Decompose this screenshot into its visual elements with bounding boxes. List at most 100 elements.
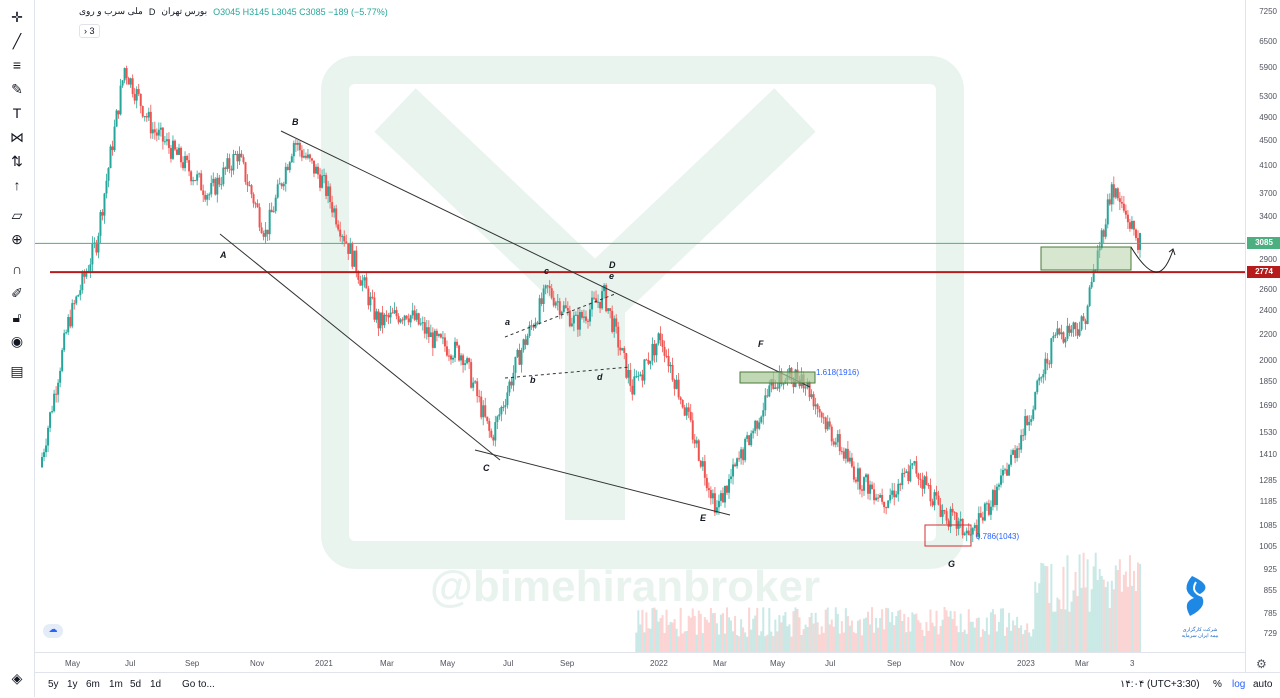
range-1y[interactable]: 1y	[67, 679, 78, 690]
candle-body	[319, 174, 322, 188]
candle-body	[377, 311, 380, 329]
cloud-icon[interactable]: ☁	[43, 624, 63, 638]
layers-icon[interactable]: ◈	[11, 669, 23, 686]
candle-body	[443, 337, 446, 347]
candle-body	[597, 301, 600, 303]
candle-body	[885, 507, 888, 509]
candle-body	[742, 449, 745, 461]
trash-icon[interactable]: ▤	[10, 362, 24, 379]
measure-icon[interactable]: ⇅	[11, 152, 23, 169]
volume-bar	[798, 617, 801, 652]
volume-bar	[679, 607, 682, 652]
volume-bar	[969, 621, 972, 652]
magnet-icon[interactable]: ∩	[11, 261, 23, 277]
candle-body	[119, 85, 122, 115]
range-1d[interactable]: 1d	[150, 679, 162, 690]
candle-body	[282, 183, 285, 187]
candle-body	[536, 322, 539, 324]
range-5y[interactable]: 5y	[48, 679, 59, 690]
range-1m[interactable]: 1m	[109, 679, 123, 690]
volume-bar	[673, 619, 676, 652]
volume-bar	[667, 624, 670, 652]
candle-body	[824, 417, 827, 430]
candle-body	[423, 322, 426, 334]
candle-body	[393, 310, 396, 314]
ruler-icon[interactable]: ▱	[11, 206, 23, 223]
trendline-icon[interactable]: ╱	[12, 32, 22, 49]
eye-icon[interactable]: ◉	[10, 332, 24, 349]
percent-toggle[interactable]: %	[1213, 679, 1222, 690]
price-tick-label: 855	[1263, 585, 1277, 595]
collapse-button[interactable]: › 3	[79, 24, 100, 38]
candle-body	[601, 291, 604, 309]
crosshair-icon[interactable]: ✛	[11, 8, 23, 25]
candle-body	[637, 375, 640, 377]
chart-pane[interactable]: ملی سرب و روی D بورس تهران O3045 H3145 L…	[35, 0, 1245, 672]
fib-icon[interactable]: ≡	[12, 57, 22, 73]
candle-body	[1126, 214, 1129, 223]
brush-icon[interactable]: ✎	[11, 80, 23, 97]
candle-body	[893, 490, 896, 498]
price-axis[interactable]: 7250 6500 5900 5300 4900 4500 4100 3700 3400 2900…	[1245, 0, 1280, 672]
candle-body	[1042, 374, 1045, 378]
candle-body	[175, 149, 178, 155]
candle-body	[669, 364, 672, 367]
volume-bar	[1006, 627, 1009, 652]
candle-body	[633, 376, 636, 395]
candle-body	[593, 297, 596, 299]
candle-body	[693, 439, 696, 444]
lock-draw-icon[interactable]: ✐	[11, 284, 23, 301]
candle-body	[345, 241, 348, 244]
arrow-icon[interactable]: ↑	[13, 177, 21, 193]
volume-bar	[1036, 592, 1039, 652]
candle-body	[214, 178, 217, 195]
candle-body	[353, 250, 356, 267]
candle-body	[949, 508, 952, 527]
candle-body	[613, 318, 616, 332]
candle-body	[617, 326, 620, 348]
text-icon[interactable]: T	[12, 105, 22, 121]
pattern-icon[interactable]: ⋈	[10, 128, 24, 145]
time-tick-label: Sep	[887, 659, 902, 668]
range-5d[interactable]: 5d	[130, 679, 142, 690]
volume-bar	[1072, 590, 1075, 652]
volume-bar	[1086, 559, 1089, 652]
candle-body	[260, 227, 263, 233]
candle-body	[1012, 450, 1015, 455]
volume-bar	[1092, 566, 1095, 652]
candle-body	[925, 476, 928, 485]
auto-toggle[interactable]: auto	[1253, 679, 1273, 690]
candle-body	[115, 110, 118, 127]
time-axis[interactable]: May Jul Sep Nov 2021 Mar May Jul Sep 2022 Mar May Ju…	[35, 652, 1245, 673]
zoom-icon[interactable]: ⊕	[11, 230, 23, 247]
bottom-channel-line	[474, 449, 731, 516]
volume-bar	[786, 626, 789, 652]
volume-bar	[893, 625, 896, 652]
candle-body	[1104, 224, 1107, 237]
volume-bar	[760, 631, 763, 652]
volume-bar	[1016, 616, 1019, 652]
goto-button[interactable]: Go to...	[182, 679, 215, 690]
volume-bar	[756, 607, 759, 652]
candle-body	[846, 448, 849, 462]
candle-body	[750, 433, 753, 446]
candle-body	[532, 325, 535, 328]
candle-body	[865, 474, 868, 478]
volume-bar	[748, 607, 751, 652]
candle-body	[1016, 448, 1019, 459]
candle-body	[1040, 377, 1043, 379]
settings-icon[interactable]: ⚙	[1256, 657, 1267, 671]
candle-body	[788, 367, 791, 375]
log-toggle[interactable]: log	[1232, 679, 1246, 690]
candle-body	[1124, 210, 1127, 215]
candle-body	[339, 229, 342, 237]
candle-body	[752, 430, 755, 434]
candle-body	[631, 385, 634, 395]
candle-body	[1044, 358, 1047, 375]
ohlc-values: O3045 H3145 L3045 C3085 −189 (−5.77%)	[213, 6, 388, 17]
range-6m[interactable]: 6m	[86, 679, 100, 690]
candle-body	[897, 483, 900, 495]
volume-bar	[1018, 627, 1021, 652]
lock-icon[interactable]: 🔓︎	[12, 308, 22, 325]
volume-bar	[971, 621, 974, 652]
